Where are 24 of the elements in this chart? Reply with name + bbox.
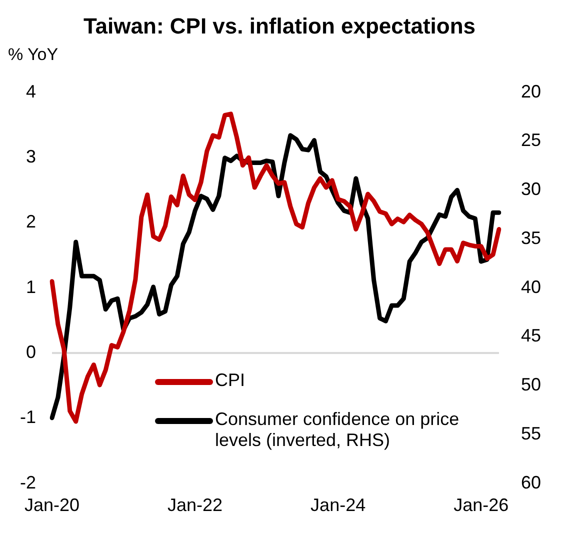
y-tick-label: 0 [26,342,36,362]
y2-tick-label: 55 [520,423,542,444]
chart-title: Taiwan: CPI vs. inflation expectations [83,13,476,38]
y2-tick-label: 60 [520,472,542,492]
y-tick-label: -1 [20,407,36,428]
legend-label: CPI [215,370,246,391]
x-tick-label: Jan-20 [24,495,80,516]
y2-tick-label: 25 [520,130,542,150]
x-tick-label: Jan-26 [454,495,509,516]
x-tick-label: Jan-24 [310,495,366,516]
legend-label: Consumer confidence on price levels (inverted, RHS) [215,409,460,451]
y-tick-label: 4 [26,81,36,102]
y-tick-label: 2 [26,212,36,232]
y2-tick-label: 45 [520,326,542,346]
y2-tick-label: 40 [520,276,542,297]
x-tick-label: Jan-22 [168,495,223,516]
y2-tick-label: 30 [520,179,542,200]
y-tick-label: -2 [20,472,36,492]
y2-tick-label: 20 [520,81,542,102]
y-tick-label: 1 [26,276,36,297]
y2-tick-label: 50 [520,374,542,395]
y2-tick-label: 35 [520,228,542,248]
y-axis-title: % YoY [8,45,58,64]
y-tick-label: 3 [26,146,36,167]
